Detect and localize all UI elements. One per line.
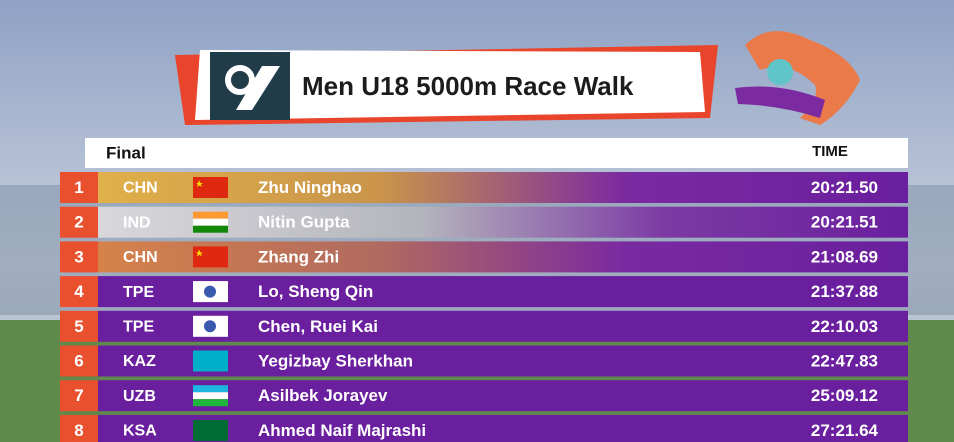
event-logo <box>745 31 860 125</box>
rank-box <box>60 206 98 238</box>
country: TPE <box>123 319 154 336</box>
time: 20:21.50 <box>811 178 878 197</box>
header-bar <box>85 138 908 168</box>
row-background <box>98 345 908 377</box>
rank-box <box>60 276 98 308</box>
country: UZB <box>123 388 156 405</box>
athlete-name: Zhang Zhi <box>258 247 339 266</box>
logo-mark <box>225 65 255 95</box>
rank: 8 <box>74 421 83 440</box>
flag <box>193 225 228 233</box>
time: 21:08.69 <box>811 247 878 266</box>
rank: 7 <box>74 386 83 405</box>
time: 27:21.64 <box>811 421 879 440</box>
flag <box>193 385 228 393</box>
row-background <box>98 206 908 238</box>
athlete-name: Zhu Ninghao <box>258 178 362 197</box>
rank-box <box>60 172 98 203</box>
row-background <box>98 241 908 273</box>
flag <box>193 419 228 441</box>
round-label: Final <box>106 143 146 162</box>
country: IND <box>123 214 151 231</box>
country: CHN <box>123 180 158 197</box>
rank-box <box>60 241 98 273</box>
rank: 1 <box>74 178 83 197</box>
event-logo <box>767 59 793 85</box>
athlete-name: Chen, Ruei Kai <box>258 317 378 336</box>
time: 21:37.88 <box>811 282 878 301</box>
flag-star <box>196 249 203 257</box>
rank: 6 <box>74 351 83 370</box>
rank-box <box>60 310 98 342</box>
athlete-name: Asilbek Jorayev <box>258 386 388 405</box>
banner <box>195 50 705 120</box>
country: TPE <box>123 284 154 301</box>
row-background <box>98 414 908 442</box>
rank-box <box>60 380 98 412</box>
rank: 3 <box>74 247 83 266</box>
flag-star <box>196 180 203 187</box>
flag <box>193 177 228 198</box>
row-background <box>98 276 908 308</box>
row-background <box>98 380 908 412</box>
flag <box>193 218 228 226</box>
rank-box <box>60 345 98 377</box>
title: Men U18 5000m Race Walk <box>302 71 634 101</box>
country: KSA <box>123 423 157 440</box>
row-background <box>98 172 908 203</box>
flag <box>193 246 228 268</box>
time: 25:09.12 <box>811 386 878 405</box>
time-header: TIME <box>812 143 848 160</box>
athlete-name: Nitin Gupta <box>258 213 350 232</box>
time: 22:10.03 <box>811 317 878 336</box>
athlete-name: Yegizbay Sherkhan <box>258 351 413 370</box>
flag <box>193 399 228 407</box>
flag <box>193 392 228 400</box>
result-rows: 1 CHN Zhu Ninghao 20:21.50 2 IND Nitin Gupta 20… <box>60 172 908 442</box>
athlete-name: Ahmed Naif Majrashi <box>258 421 426 440</box>
flag-emblem <box>204 285 216 298</box>
flag-emblem <box>204 320 216 333</box>
rank: 5 <box>74 317 83 336</box>
row-background <box>98 310 908 342</box>
flag <box>193 211 228 219</box>
country: CHN <box>123 249 158 266</box>
rank: 2 <box>74 213 83 232</box>
event-logo <box>735 86 825 118</box>
time: 20:21.51 <box>811 213 878 232</box>
athlete-name: Lo, Sheng Qin <box>258 282 373 301</box>
country: KAZ <box>123 353 156 370</box>
rank-box <box>60 414 98 442</box>
logo-mark <box>236 66 280 110</box>
rank: 4 <box>74 282 84 301</box>
flag <box>193 350 228 372</box>
time: 22:47.83 <box>811 351 878 370</box>
